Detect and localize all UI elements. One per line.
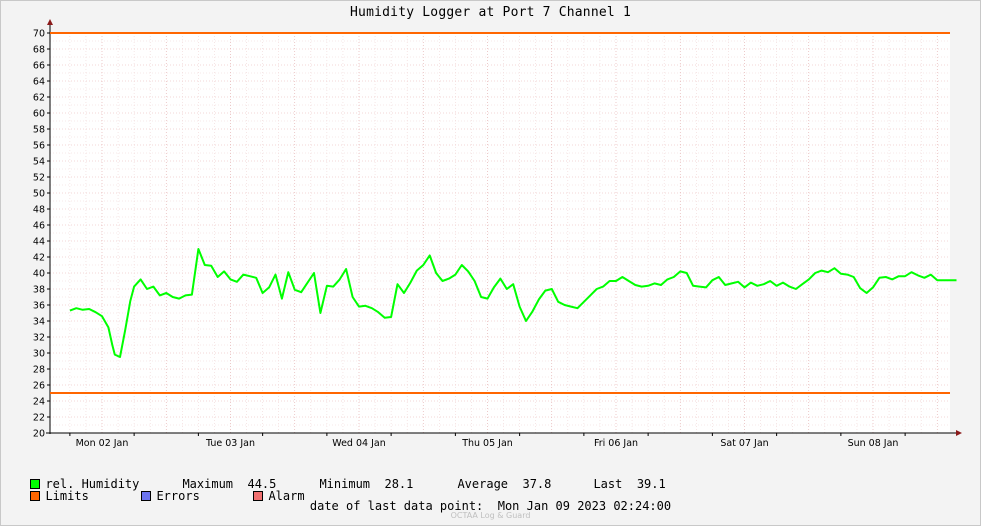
watermark: OCTAA Log & Guard (450, 511, 531, 520)
stat-average-label: Average (457, 477, 509, 491)
y-tick-label: 46 (33, 221, 45, 232)
y-tick-label: 64 (33, 77, 45, 88)
legend-series-label: rel. Humidity (45, 477, 140, 491)
stat-last-label: Last (593, 477, 623, 491)
y-tick-label: 58 (33, 125, 45, 136)
x-tick-label: Sat 07 Jan (720, 438, 768, 449)
stat-maximum: Maximum 44.5 (168, 463, 276, 491)
stat-minimum-label: Minimum (319, 477, 371, 491)
y-tick-label: 44 (33, 237, 45, 248)
y-tick-label: 52 (33, 173, 45, 184)
errors-swatch-icon (141, 491, 152, 501)
y-tick-label: 68 (33, 45, 45, 56)
y-tick-label: 66 (33, 61, 45, 72)
last-point-label: date of last data point: (309, 499, 484, 513)
y-tick-label: 32 (33, 333, 45, 344)
y-tick-label: 26 (33, 381, 45, 392)
legend-limits-label: Limits (45, 489, 89, 503)
legend-alarm-label: Alarm (268, 489, 305, 503)
stat-average-value: 37.8 (522, 477, 552, 491)
x-axis-arrow-icon (956, 430, 962, 436)
y-tick-label: 38 (33, 285, 45, 296)
x-tick-label: Fri 06 Jan (594, 438, 638, 449)
legend-row-limits: Limits (16, 475, 89, 503)
y-tick-label: 62 (33, 93, 45, 104)
y-tick-label: 70 (33, 29, 45, 40)
x-tick-label: Sun 08 Jan (848, 438, 899, 449)
stat-last-value: 39.1 (636, 477, 666, 491)
y-tick-label: 56 (33, 141, 45, 152)
y-tick-label: 50 (33, 189, 45, 200)
y-tick-label: 34 (33, 317, 45, 328)
stat-maximum-value: 44.5 (247, 477, 277, 491)
chart-title: Humidity Logger at Port 7 Channel 1 (350, 5, 631, 20)
stat-minimum: Minimum 28.1 (305, 463, 413, 491)
x-tick-label: Thu 05 Jan (461, 438, 513, 449)
stat-maximum-label: Maximum (182, 477, 234, 491)
y-tick-label: 22 (33, 413, 45, 424)
legend-row-alarm: Alarm (239, 475, 305, 503)
limits-swatch-icon (30, 491, 41, 501)
y-tick-label: 60 (33, 109, 45, 120)
y-tick-label: 40 (33, 269, 45, 280)
y-tick-label: 36 (33, 301, 45, 312)
y-axis-arrow-icon (47, 19, 53, 25)
x-tick-label: Tue 03 Jan (205, 438, 255, 449)
stat-last: Last 39.1 (579, 463, 666, 491)
y-tick-label: 20 (33, 429, 45, 440)
stat-average: Average 37.8 (443, 463, 551, 491)
humidity-swatch-icon (30, 479, 41, 489)
x-tick-label: Mon 02 Jan (76, 438, 129, 449)
y-tick-label: 48 (33, 205, 45, 216)
plot-area: 20 22 24 26 28 30 32 34 36 38 40 42 44 46 48 50 52 54 56 58… (33, 19, 962, 449)
x-tick-label: Wed 04 Jan (332, 438, 385, 449)
last-data-point: date of last data point: Mon Jan 09 2023… (0, 499, 981, 513)
y-tick-label: 28 (33, 365, 45, 376)
y-tick-label: 24 (33, 397, 45, 408)
alarm-swatch-icon (253, 491, 264, 501)
y-tick-label: 54 (33, 157, 45, 168)
stat-minimum-value: 28.1 (384, 477, 414, 491)
last-point-value: Mon Jan 09 2023 02:24:00 (497, 499, 672, 513)
legend-errors-label: Errors (156, 489, 200, 503)
y-tick-label: 42 (33, 253, 45, 264)
y-tick-label: 30 (33, 349, 45, 360)
legend-row-series: rel. Humidity (16, 463, 139, 491)
legend-row-errors: Errors (127, 475, 200, 503)
humidity-series-line (69, 248, 957, 358)
